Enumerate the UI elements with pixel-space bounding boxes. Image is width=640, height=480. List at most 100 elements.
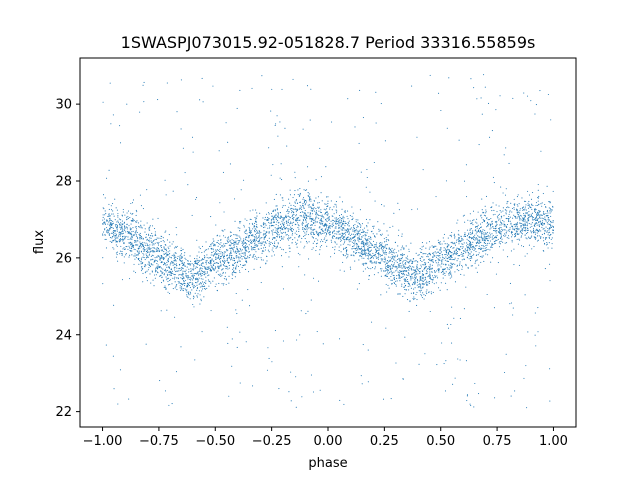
data-point bbox=[493, 229, 495, 232]
data-point bbox=[329, 208, 331, 210]
data-point bbox=[543, 223, 545, 225]
data-point bbox=[419, 248, 421, 250]
data-point bbox=[552, 225, 554, 227]
data-point bbox=[217, 257, 219, 259]
data-point bbox=[145, 237, 147, 239]
data-point bbox=[513, 236, 516, 238]
data-point bbox=[537, 197, 539, 199]
data-point bbox=[466, 395, 468, 397]
data-point bbox=[526, 221, 528, 223]
data-point bbox=[468, 235, 471, 238]
data-point bbox=[272, 251, 274, 253]
data-point bbox=[320, 229, 322, 231]
data-point bbox=[339, 338, 341, 340]
data-point bbox=[363, 231, 365, 233]
data-point bbox=[279, 177, 281, 179]
data-point bbox=[174, 247, 176, 249]
data-point bbox=[478, 231, 481, 233]
data-point bbox=[178, 268, 180, 270]
data-point bbox=[454, 236, 456, 238]
data-point bbox=[128, 256, 130, 258]
data-point bbox=[376, 249, 378, 252]
data-point bbox=[189, 286, 191, 289]
data-point bbox=[437, 263, 439, 265]
data-point bbox=[134, 240, 137, 242]
data-point bbox=[122, 248, 124, 250]
data-point bbox=[142, 245, 144, 247]
data-point bbox=[517, 213, 519, 215]
data-point bbox=[313, 240, 316, 242]
data-point bbox=[340, 251, 342, 253]
data-point bbox=[183, 262, 186, 264]
data-point bbox=[333, 213, 335, 215]
data-point bbox=[252, 254, 254, 256]
data-point bbox=[323, 232, 325, 234]
data-point bbox=[227, 241, 229, 243]
data-point bbox=[504, 194, 507, 196]
data-point bbox=[547, 93, 549, 96]
data-point bbox=[109, 240, 111, 242]
data-point bbox=[159, 258, 161, 260]
data-point bbox=[173, 253, 175, 255]
data-point bbox=[216, 241, 218, 244]
data-point bbox=[330, 256, 332, 258]
data-point bbox=[384, 270, 387, 272]
data-point bbox=[346, 257, 348, 259]
data-point bbox=[353, 228, 356, 230]
data-point bbox=[197, 261, 199, 263]
data-point bbox=[429, 258, 431, 260]
data-point bbox=[271, 238, 274, 241]
data-point bbox=[149, 244, 151, 246]
data-point bbox=[228, 262, 230, 264]
data-point bbox=[435, 196, 437, 198]
data-point bbox=[168, 267, 170, 269]
data-point bbox=[105, 238, 107, 240]
data-point bbox=[198, 251, 200, 253]
data-point bbox=[423, 284, 425, 286]
data-point bbox=[444, 243, 446, 245]
data-point bbox=[165, 253, 167, 255]
data-point bbox=[219, 253, 221, 255]
data-point bbox=[296, 339, 298, 341]
data-point bbox=[173, 273, 175, 276]
data-point bbox=[505, 353, 507, 355]
data-point bbox=[287, 230, 289, 232]
data-point bbox=[414, 287, 416, 289]
data-point bbox=[115, 225, 117, 227]
data-point bbox=[424, 295, 427, 297]
data-point bbox=[131, 254, 133, 256]
data-point bbox=[489, 228, 491, 230]
data-point bbox=[463, 274, 465, 276]
data-point bbox=[109, 219, 112, 221]
data-point bbox=[483, 235, 485, 237]
data-point bbox=[471, 237, 473, 239]
data-point bbox=[487, 234, 489, 236]
data-point bbox=[533, 246, 535, 248]
data-point bbox=[132, 245, 134, 247]
data-point bbox=[435, 282, 437, 284]
data-point bbox=[475, 233, 477, 235]
data-point bbox=[468, 233, 470, 235]
data-point bbox=[186, 274, 188, 277]
data-point bbox=[110, 209, 113, 211]
data-point bbox=[492, 214, 494, 216]
data-point bbox=[345, 237, 347, 239]
data-point bbox=[386, 291, 388, 293]
data-point bbox=[327, 217, 329, 219]
data-point bbox=[439, 257, 441, 259]
data-point bbox=[290, 226, 292, 228]
data-point bbox=[322, 343, 324, 345]
data-point bbox=[357, 248, 359, 250]
data-point bbox=[342, 233, 344, 235]
data-point bbox=[513, 198, 515, 200]
data-point bbox=[251, 235, 253, 237]
data-point bbox=[394, 266, 396, 268]
data-point bbox=[239, 89, 241, 92]
data-point bbox=[549, 201, 551, 203]
data-point bbox=[215, 252, 217, 255]
data-point bbox=[164, 179, 166, 181]
data-point bbox=[465, 164, 467, 166]
data-point bbox=[509, 210, 511, 212]
data-point bbox=[160, 267, 162, 269]
data-point bbox=[139, 111, 141, 113]
